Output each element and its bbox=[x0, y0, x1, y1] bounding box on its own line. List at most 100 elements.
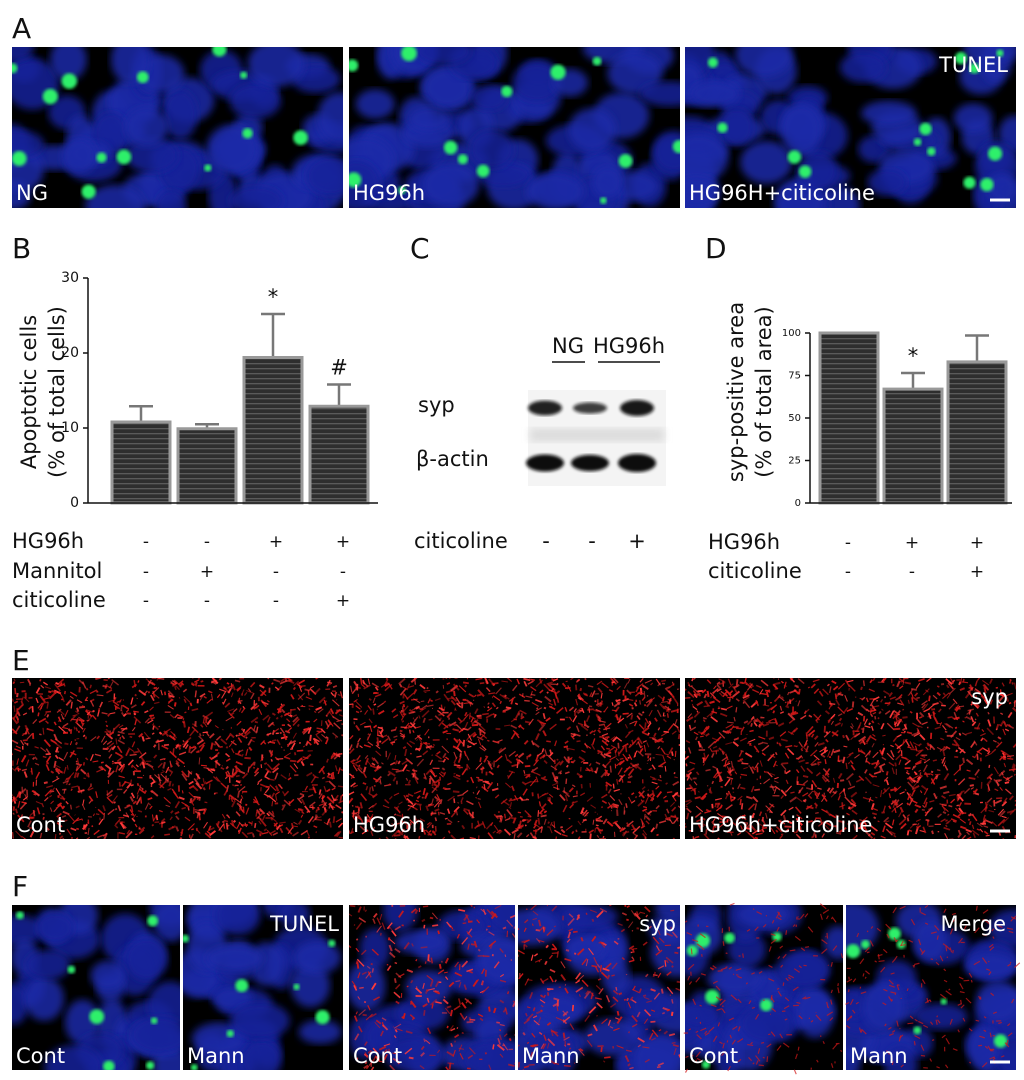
speck bbox=[302, 745, 306, 748]
speck bbox=[870, 725, 874, 731]
speck bbox=[419, 804, 422, 811]
speck bbox=[266, 829, 273, 837]
speck bbox=[237, 829, 240, 833]
speck bbox=[693, 678, 697, 680]
speck bbox=[100, 735, 106, 743]
speck bbox=[37, 702, 43, 709]
speck bbox=[32, 809, 36, 817]
speck bbox=[61, 726, 69, 730]
speck bbox=[902, 739, 905, 746]
speck bbox=[454, 971, 463, 977]
speck bbox=[228, 816, 231, 819]
speck bbox=[593, 709, 599, 713]
speck bbox=[445, 756, 450, 761]
speck bbox=[638, 988, 642, 994]
speck bbox=[532, 824, 537, 829]
speck bbox=[56, 812, 62, 818]
speck bbox=[715, 768, 720, 775]
speck bbox=[86, 836, 91, 839]
speck bbox=[915, 818, 921, 822]
speck bbox=[493, 714, 497, 718]
speck bbox=[401, 764, 408, 772]
speck bbox=[194, 808, 200, 812]
speck bbox=[657, 778, 662, 782]
speck bbox=[443, 723, 451, 730]
speck bbox=[720, 707, 728, 711]
speck bbox=[717, 771, 721, 777]
speck bbox=[927, 807, 933, 810]
speck bbox=[294, 808, 301, 813]
speck bbox=[198, 733, 202, 737]
speck bbox=[787, 712, 796, 721]
speck bbox=[612, 736, 618, 743]
speck bbox=[444, 971, 448, 974]
speck bbox=[944, 832, 949, 839]
speck bbox=[115, 738, 118, 745]
speck bbox=[501, 680, 508, 683]
speck bbox=[711, 820, 717, 829]
speck bbox=[34, 762, 40, 766]
speck bbox=[888, 692, 893, 698]
speck bbox=[171, 826, 175, 829]
speck bbox=[983, 699, 989, 706]
speck bbox=[415, 987, 423, 995]
speck bbox=[726, 818, 733, 823]
speck bbox=[663, 795, 667, 799]
speck bbox=[380, 681, 389, 688]
speck bbox=[942, 811, 947, 815]
speck bbox=[358, 917, 367, 923]
speck bbox=[890, 749, 895, 758]
speck bbox=[416, 803, 422, 806]
speck bbox=[943, 762, 946, 767]
speck bbox=[321, 808, 328, 816]
speck bbox=[434, 715, 441, 722]
speck bbox=[421, 709, 430, 718]
speck bbox=[106, 796, 114, 804]
speck bbox=[626, 766, 633, 770]
speck bbox=[215, 823, 220, 828]
speck bbox=[160, 770, 165, 774]
speck bbox=[335, 830, 342, 838]
speck bbox=[780, 809, 787, 817]
speck bbox=[168, 780, 172, 787]
caption: TUNEL bbox=[938, 53, 1008, 77]
speck bbox=[450, 834, 457, 839]
nucleus bbox=[469, 129, 515, 169]
speck bbox=[546, 740, 551, 743]
speck bbox=[359, 745, 363, 749]
speck bbox=[367, 733, 371, 736]
speck bbox=[459, 837, 465, 839]
speck bbox=[203, 695, 207, 699]
speck bbox=[731, 821, 739, 828]
speck bbox=[595, 984, 603, 992]
speck bbox=[355, 705, 361, 710]
speck bbox=[820, 749, 829, 756]
speck bbox=[765, 721, 771, 724]
speck bbox=[266, 794, 272, 798]
speck bbox=[313, 710, 317, 714]
speck bbox=[74, 710, 80, 715]
speck bbox=[488, 692, 496, 695]
speck bbox=[543, 994, 546, 999]
speck bbox=[597, 749, 603, 754]
speck bbox=[907, 694, 910, 697]
speck bbox=[130, 784, 134, 787]
speck bbox=[114, 807, 118, 811]
speck bbox=[872, 733, 876, 737]
speck bbox=[496, 815, 503, 818]
tunel-spot bbox=[592, 56, 602, 66]
speck bbox=[616, 778, 619, 785]
speck bbox=[693, 693, 698, 699]
speck bbox=[199, 695, 204, 701]
speck bbox=[124, 804, 131, 809]
speck bbox=[662, 705, 670, 713]
speck bbox=[754, 803, 758, 811]
speck bbox=[879, 749, 884, 756]
speck bbox=[286, 718, 291, 723]
speck bbox=[260, 699, 268, 708]
speck bbox=[581, 958, 588, 966]
speck bbox=[360, 949, 367, 956]
speck bbox=[292, 831, 299, 837]
speck bbox=[946, 819, 952, 825]
speck bbox=[444, 957, 449, 964]
